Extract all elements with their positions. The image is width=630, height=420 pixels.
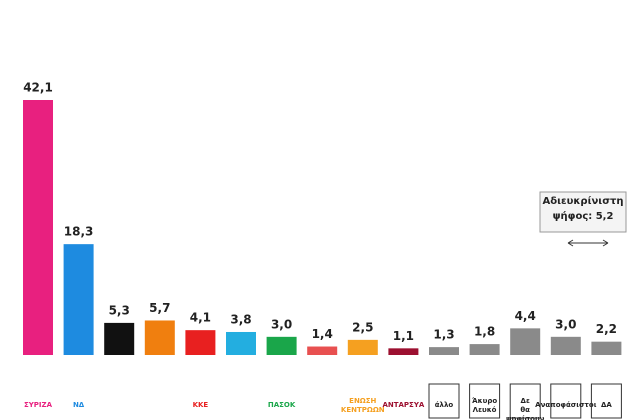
value-label: 3,0 xyxy=(555,317,576,331)
value-label: 5,7 xyxy=(149,301,170,315)
value-label: 1,4 xyxy=(312,327,333,341)
value-label: 1,3 xyxy=(433,328,454,342)
value-label: 1,8 xyxy=(474,325,495,339)
annotation-wrap: Αδιευκρίνιστη ψήφος: 5,2 xyxy=(542,196,624,222)
value-label: 2,2 xyxy=(596,322,617,336)
value-label: 4,4 xyxy=(515,309,536,323)
bar xyxy=(104,322,135,355)
x-tick-label: Δε θα ψηφίσουν xyxy=(506,397,545,420)
label-box xyxy=(509,383,541,419)
bar xyxy=(388,348,419,355)
x-tick-label: ΕΝΩΣΗ ΚΕΝΤΡΩΩΝ xyxy=(341,397,385,414)
value-label: 42,1 xyxy=(23,81,53,95)
value-label: 3,0 xyxy=(271,317,292,331)
value-label: 3,8 xyxy=(230,312,251,326)
value-label: 5,3 xyxy=(109,303,130,317)
x-tick-label: Αναποφάσιστοι xyxy=(535,401,597,409)
label-box xyxy=(550,383,582,419)
bar xyxy=(307,346,338,355)
x-tick-label: Άκυρο Λευκό xyxy=(472,397,497,414)
value-label: 2,5 xyxy=(352,320,373,334)
annotation-arrow xyxy=(567,239,609,247)
bar xyxy=(510,328,541,355)
label-box xyxy=(469,383,501,419)
x-tick-label: ΠΑΣΟΚ xyxy=(268,401,296,409)
annotation: Αδιευκρίνιστη ψήφος: 5,2 xyxy=(542,196,624,222)
bar xyxy=(550,336,581,355)
bar xyxy=(347,339,378,355)
bar xyxy=(591,341,622,355)
annotation-box xyxy=(539,191,627,233)
bar xyxy=(23,100,53,355)
label-box xyxy=(590,383,622,419)
bar xyxy=(469,344,500,355)
value-label: 1,1 xyxy=(393,329,414,343)
label-box xyxy=(428,383,460,419)
x-tick-label: ΔΑ xyxy=(601,401,612,409)
x-tick-label: ΚΚΕ xyxy=(193,401,209,409)
bar xyxy=(185,330,216,355)
value-label: 4,1 xyxy=(190,311,211,325)
value-label: 18,3 xyxy=(64,225,94,239)
x-tick-label: άλλο xyxy=(435,401,454,409)
bar xyxy=(144,320,175,355)
bar xyxy=(63,244,94,355)
bar xyxy=(226,331,256,355)
x-tick-label: ΑΝΤΑΡΣΥΑ xyxy=(382,401,424,409)
x-tick-label: ΝΔ xyxy=(73,401,85,409)
x-tick-label: ΣΥΡΙΖΑ xyxy=(24,401,53,409)
bar xyxy=(266,336,297,355)
bar xyxy=(429,347,459,355)
